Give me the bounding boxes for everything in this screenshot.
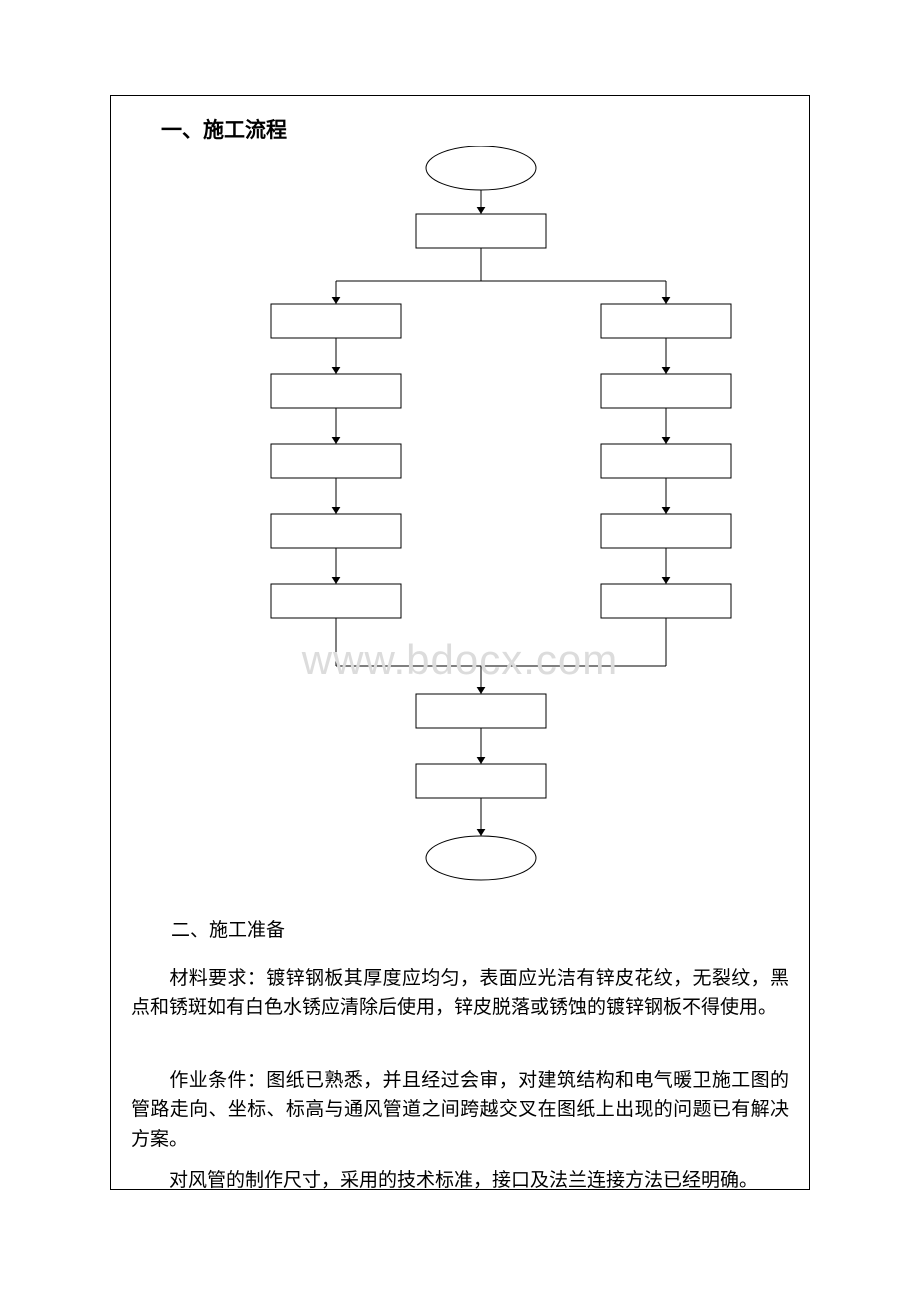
heading-prep: 二、施工准备 — [171, 916, 285, 945]
paragraph-condition-text: 作业条件：图纸已熟悉，并且经过会审，对建筑结构和电气暖卫施工图的管路走向、坐标、… — [131, 1070, 789, 1150]
flowchart-container — [111, 146, 811, 906]
paragraph-material: 材料要求：镀锌钢板其厚度应均匀，表面应光洁有锌皮花纹，无裂纹，黑点和锈斑如有白色… — [131, 964, 789, 1023]
page-frame: 一、施工流程 www.bdocx.com 二、施工准备 材料要求：镀锌钢板其厚度… — [110, 95, 810, 1190]
paragraph-material-text: 材料要求：镀锌钢板其厚度应均匀，表面应光洁有锌皮花纹，无裂纹，黑点和锈斑如有白色… — [131, 968, 789, 1018]
paragraph-condition: 作业条件：图纸已熟悉，并且经过会审，对建筑结构和电气暖卫施工图的管路走向、坐标、… — [131, 1066, 789, 1154]
paragraph-size: 对风管的制作尺寸，采用的技术标准，接口及法兰连接方法已经明确。 — [131, 1166, 789, 1195]
flowchart-svg — [111, 146, 811, 906]
heading-process: 一、施工流程 — [161, 114, 287, 144]
paragraph-size-text: 对风管的制作尺寸，采用的技术标准，接口及法兰连接方法已经明确。 — [169, 1170, 758, 1191]
